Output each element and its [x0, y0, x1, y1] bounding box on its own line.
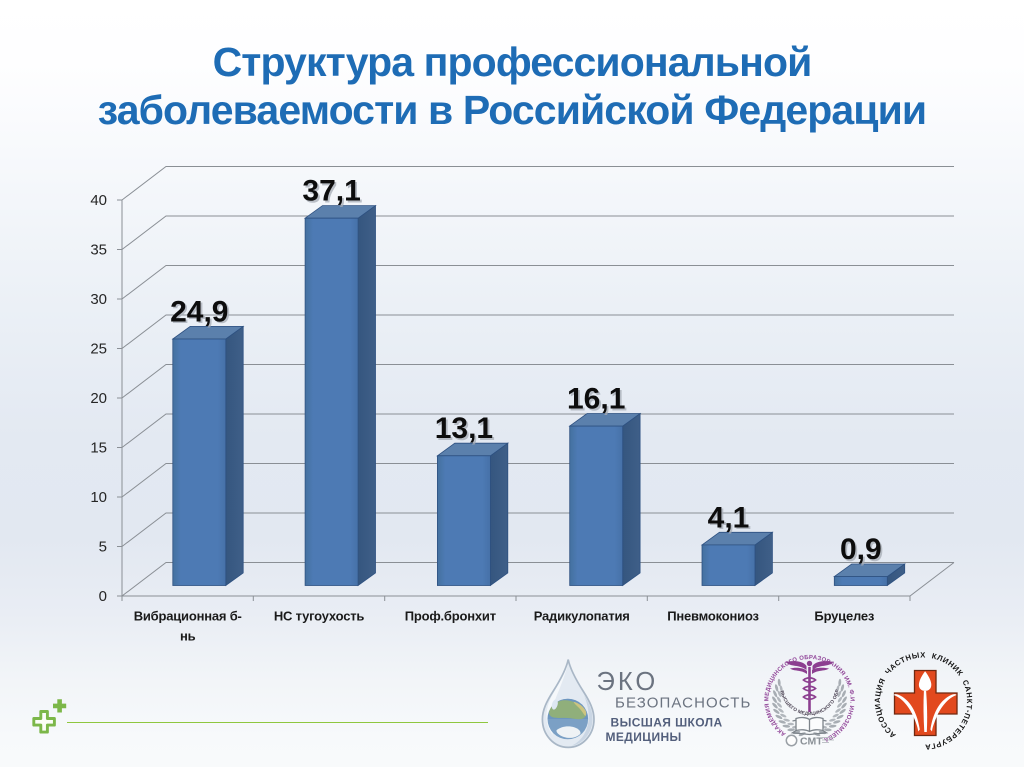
svg-text:13,1: 13,1 — [437, 414, 495, 447]
svg-text:25: 25 — [90, 341, 107, 358]
svg-text:СМТ: СМТ — [800, 736, 823, 748]
svg-text:20: 20 — [90, 390, 107, 407]
svg-text:16,1: 16,1 — [569, 384, 627, 417]
svg-text:Вибрационная б-: Вибрационная б- — [134, 609, 242, 624]
svg-text:4,1: 4,1 — [708, 501, 750, 534]
svg-text:Радикулопатия: Радикулопатия — [534, 609, 630, 624]
svg-text:0,9: 0,9 — [840, 533, 882, 566]
svg-text:нь: нь — [180, 629, 196, 644]
svg-text:35: 35 — [90, 242, 107, 259]
svg-text:30: 30 — [90, 291, 107, 308]
svg-text:НС тугоухость: НС тугоухость — [274, 609, 365, 624]
svg-text:Бруцелез: Бруцелез — [814, 609, 874, 624]
svg-text:24,9: 24,9 — [170, 295, 228, 328]
svg-text:13,1: 13,1 — [435, 412, 493, 445]
svg-text:10: 10 — [90, 489, 107, 506]
svg-text:15: 15 — [90, 440, 107, 457]
svg-text:37,1: 37,1 — [304, 176, 362, 209]
svg-text:ВЫСШАЯ ШКОЛА: ВЫСШАЯ ШКОЛА — [611, 716, 723, 730]
svg-text:5: 5 — [99, 539, 107, 556]
svg-text:Проф.бронхит: Проф.бронхит — [405, 609, 496, 624]
svg-text:0: 0 — [99, 588, 107, 605]
svg-text:МЕДИЦИНЫ: МЕДИЦИНЫ — [606, 730, 682, 744]
svg-text:16,1: 16,1 — [567, 383, 625, 416]
svg-text:ЭКО: ЭКО — [597, 668, 659, 696]
svg-text:4,1: 4,1 — [709, 503, 751, 536]
svg-text:Пневмокониоз: Пневмокониоз — [667, 609, 759, 624]
svg-text:0,9: 0,9 — [842, 535, 884, 568]
svg-text:37,1: 37,1 — [302, 175, 360, 208]
svg-text:40: 40 — [90, 192, 107, 209]
svg-text:24,9: 24,9 — [172, 297, 230, 330]
svg-text:БЕЗОПАСНОСТЬ: БЕЗОПАСНОСТЬ — [615, 695, 751, 712]
